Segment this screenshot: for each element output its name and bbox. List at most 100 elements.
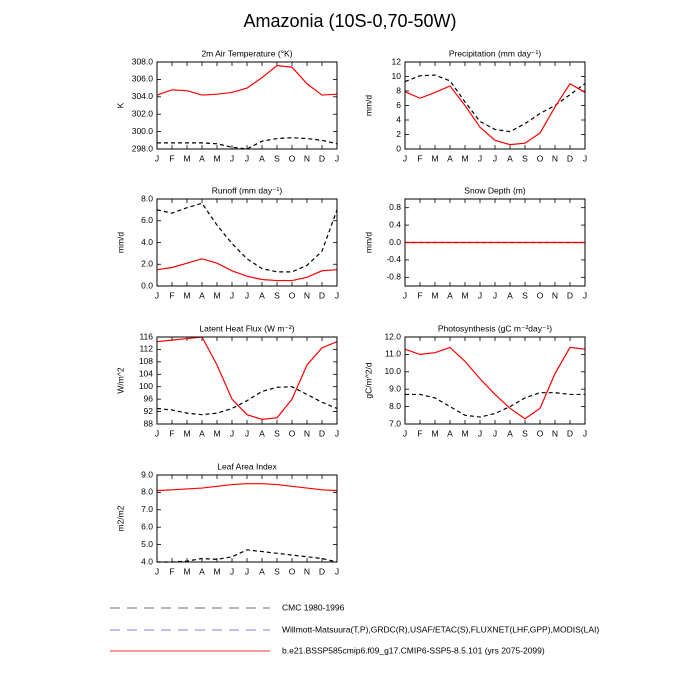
x-tick-label: M [213, 290, 220, 300]
y-tick-label: 8.0 [141, 193, 153, 203]
x-tick-label: A [447, 290, 453, 300]
x-tick-label: J [335, 290, 339, 300]
plot-frame [156, 336, 338, 425]
x-tick-label: A [259, 153, 265, 163]
y-tick-label: 2 [396, 129, 401, 139]
x-tick-label: S [274, 566, 280, 576]
x-tick-label: O [289, 428, 296, 438]
legend-label: Willmott-Matsuura(T,P),GRDC(R),USAF/ETAC… [282, 624, 599, 634]
x-tick-label: A [447, 153, 453, 163]
x-tick-label: M [461, 153, 468, 163]
y-tick-label: 5.0 [141, 539, 153, 549]
x-tick-label: N [552, 153, 558, 163]
x-tick-label: O [289, 153, 296, 163]
x-tick-label: A [199, 566, 205, 576]
x-tick-label: J [245, 153, 249, 163]
x-tick-label: J [583, 153, 587, 163]
x-tick-label: F [169, 290, 174, 300]
y-tick-label: 8.0 [389, 401, 401, 411]
y-axis-label: W/m^2 [115, 367, 125, 393]
y-tick-label: 100 [139, 381, 153, 391]
y-tick-label: 4.0 [141, 237, 153, 247]
x-tick-label: N [552, 290, 558, 300]
y-tick-label: -0.8 [386, 272, 401, 282]
y-tick-label: 306.0 [132, 74, 154, 84]
y-axis-label: gC/m^2/d [363, 362, 373, 398]
y-tick-label: 308.0 [132, 56, 154, 66]
x-tick-label: M [213, 566, 220, 576]
y-tick-label: 112 [139, 344, 153, 354]
x-tick-label: J [583, 290, 587, 300]
x-tick-label: O [537, 428, 544, 438]
x-tick-label: M [183, 290, 190, 300]
panel-title: Runoff (mm day⁻¹) [212, 185, 283, 195]
series-line [156, 483, 338, 492]
y-tick-label: 300.0 [132, 126, 154, 136]
x-tick-label: S [522, 428, 528, 438]
panel-title: 2m Air Temperature (°K) [201, 48, 292, 58]
plot-frame [404, 61, 586, 150]
plot-frame [404, 198, 586, 287]
series-line [156, 386, 338, 416]
series-line [156, 202, 338, 273]
x-tick-label: J [478, 153, 482, 163]
x-tick-label: A [507, 428, 513, 438]
y-tick-label: 7.0 [389, 418, 401, 428]
series-line [156, 336, 338, 420]
plot-frame [156, 198, 338, 287]
y-tick-label: 96 [144, 393, 154, 403]
y-tick-label: 6.0 [141, 215, 153, 225]
y-tick-label: 6.0 [141, 521, 153, 531]
y-axis-label: mm/d [363, 95, 373, 117]
x-tick-label: A [259, 428, 265, 438]
series-line [404, 82, 586, 146]
x-tick-label: J [245, 566, 249, 576]
y-tick-label: 0.4 [389, 219, 401, 229]
panel-title: Latent Heat Flux (W m⁻²) [199, 323, 294, 333]
x-tick-label: A [259, 566, 265, 576]
y-tick-label: 116 [139, 331, 153, 341]
y-tick-label: 11.0 [385, 349, 401, 359]
y-axis-label: mm/d [115, 232, 125, 254]
x-tick-label: M [431, 290, 438, 300]
series-line [157, 137, 338, 150]
x-tick-label: O [289, 290, 296, 300]
y-tick-label: 10 [392, 71, 402, 81]
x-tick-label: J [230, 153, 234, 163]
x-tick-label: M [213, 428, 220, 438]
x-tick-label: F [417, 290, 422, 300]
x-tick-label: S [522, 290, 528, 300]
y-tick-label: -0.4 [386, 254, 401, 264]
x-tick-label: J [245, 428, 249, 438]
x-tick-label: F [417, 428, 422, 438]
y-tick-label: 0 [396, 143, 401, 153]
y-tick-label: 108 [139, 356, 153, 366]
x-tick-label: A [507, 153, 513, 163]
x-tick-label: M [183, 566, 190, 576]
x-tick-label: S [274, 290, 280, 300]
x-tick-label: J [478, 290, 482, 300]
y-tick-label: 2.0 [141, 259, 153, 269]
y-tick-label: 12.0 [384, 331, 401, 341]
y-tick-label: 8.0 [141, 487, 153, 497]
x-tick-label: A [447, 428, 453, 438]
series-line [157, 549, 338, 563]
figure-title: Amazonia (10S-0,70-50W) [243, 11, 456, 31]
x-tick-label: J [155, 290, 159, 300]
x-tick-label: S [522, 153, 528, 163]
x-tick-label: J [335, 428, 339, 438]
plot-frame [156, 474, 338, 563]
x-tick-label: S [274, 428, 280, 438]
series-line [404, 346, 586, 420]
y-tick-label: 302.0 [132, 108, 154, 118]
x-tick-label: M [431, 428, 438, 438]
x-tick-label: M [183, 428, 190, 438]
y-axis-label: m2/m2 [115, 505, 125, 531]
x-tick-label: D [567, 428, 573, 438]
y-tick-label: 298.0 [132, 143, 154, 153]
y-tick-label: 12 [392, 56, 402, 66]
x-tick-label: J [493, 428, 497, 438]
y-axis-label: mm/d [363, 232, 373, 254]
x-tick-label: A [507, 290, 513, 300]
x-tick-label: J [403, 153, 407, 163]
